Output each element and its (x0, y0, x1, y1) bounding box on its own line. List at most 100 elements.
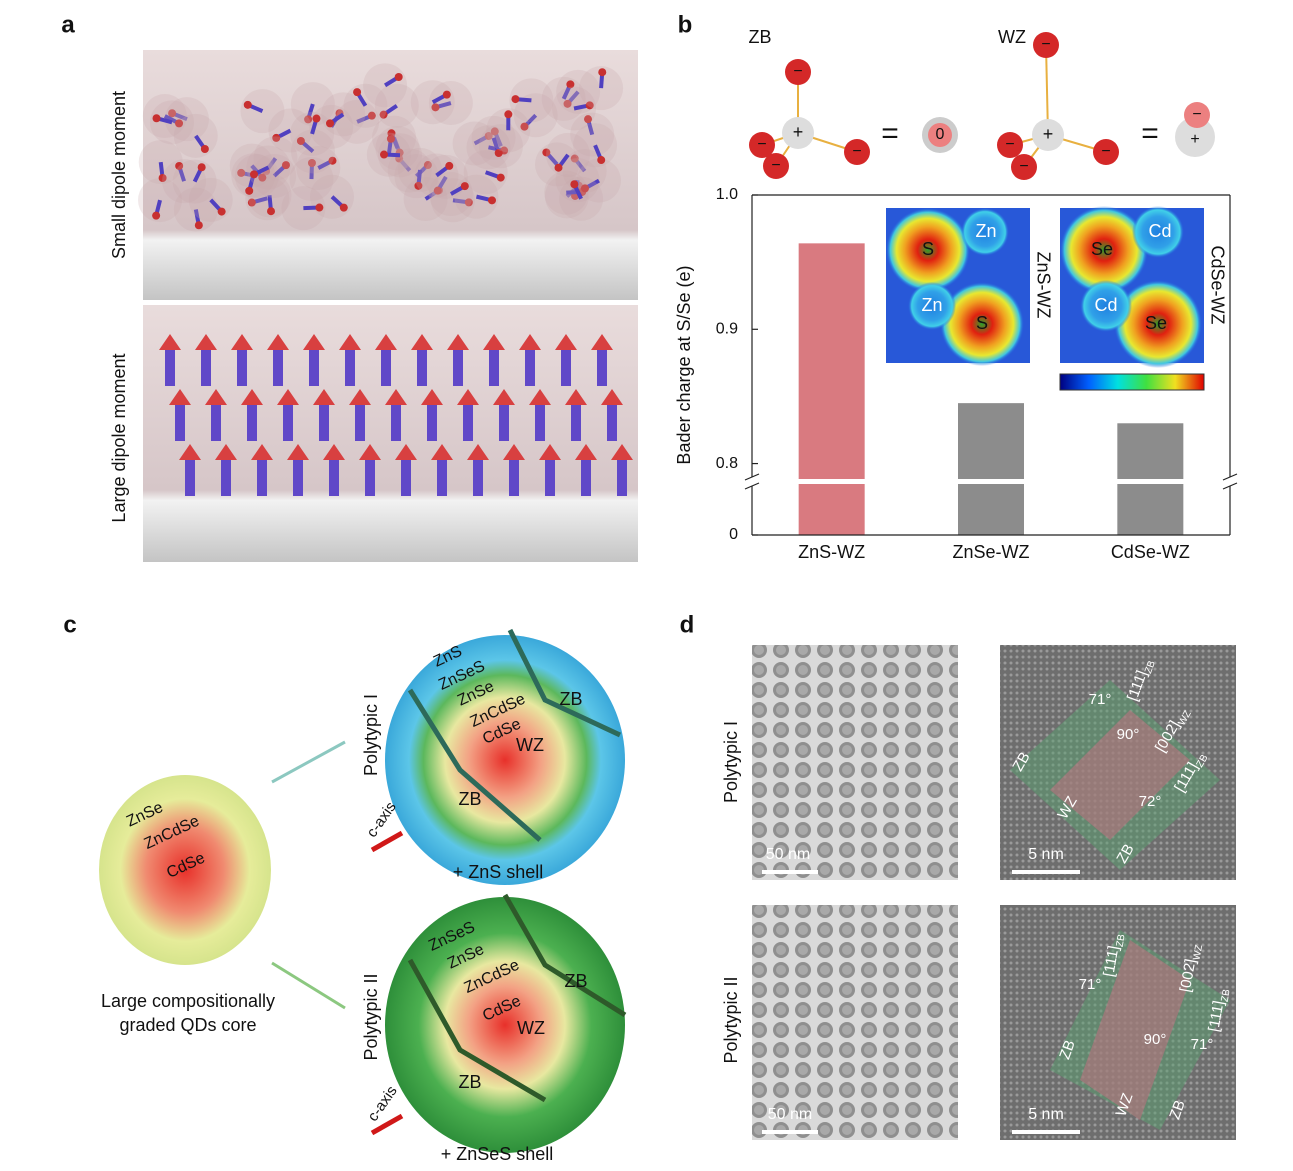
dipole-head (431, 103, 440, 112)
qd-title: Polytypic II (361, 973, 381, 1060)
dipole-head (484, 131, 493, 140)
dipole-bar (211, 405, 221, 441)
dipole-head (313, 389, 335, 405)
annotation: WZ (1113, 1091, 1137, 1119)
dipole-head (243, 100, 252, 109)
dipole-head (445, 161, 454, 170)
dipole-head (197, 163, 206, 172)
dipole-head (519, 334, 541, 350)
row-label: Polytypic II (721, 976, 741, 1063)
dipole-head (200, 144, 209, 153)
atom-label: S (976, 313, 988, 333)
dipole-bar (561, 350, 571, 386)
atom-label: S (922, 239, 934, 259)
dipole-bar (309, 350, 319, 386)
dipole-bar (175, 405, 185, 441)
dipole-head (414, 181, 423, 190)
dipole-head (215, 444, 237, 460)
core-label: WZ (517, 1018, 545, 1038)
annotation: 71° (1079, 976, 1102, 993)
y-tick-label: 0.8 (716, 455, 738, 472)
dipole-head (231, 334, 253, 350)
dipole-bar (617, 460, 627, 496)
dipole-bar (355, 405, 365, 441)
dipole-head (570, 180, 579, 189)
cation (782, 117, 814, 149)
dipole-bar (391, 405, 401, 441)
annotation: 90° (1144, 1031, 1167, 1048)
x-tick-label: ZnSe-WZ (952, 542, 1029, 562)
dipole-bar (237, 350, 247, 386)
dipole-bar (293, 460, 303, 496)
atom-label: Se (1091, 239, 1113, 259)
dipole-bar (489, 350, 499, 386)
anion (844, 139, 870, 165)
dipole-head (380, 150, 389, 159)
dipole-head (597, 156, 606, 165)
dipole-bar (247, 405, 257, 441)
anion (1011, 154, 1037, 180)
dipole-bar (437, 460, 447, 496)
dipole-bar (381, 350, 391, 386)
dipole-head (580, 184, 589, 193)
heat-spot (940, 282, 1024, 366)
y-axis-label: Bader charge at S/Se (e) (674, 265, 694, 464)
charge: − (771, 157, 780, 174)
core-label: WZ (516, 735, 544, 755)
annotation: 71° (1089, 691, 1112, 708)
dipole-head (249, 170, 258, 179)
c-axis-arrow (370, 1113, 404, 1136)
x-tick-label: ZnS-WZ (798, 542, 865, 562)
dipole-head (421, 389, 443, 405)
illustrations (99, 50, 1236, 1153)
dipole-head (539, 444, 561, 460)
row-label: Large dipole moment (109, 353, 129, 522)
dipole-head (339, 203, 348, 212)
dipole-head (503, 444, 525, 460)
facet-label: ZB (564, 971, 587, 991)
row-label: Small dipole moment (109, 91, 129, 259)
dipole-bar (221, 460, 231, 496)
cation (1032, 119, 1064, 151)
dipole-bar (499, 405, 509, 441)
dipole-head (423, 161, 432, 170)
annotation-sub: ZB (1143, 659, 1158, 675)
dipole-head (431, 444, 453, 460)
bar (958, 403, 1024, 535)
dipole-bar (545, 460, 555, 496)
colorbar (1059, 373, 1205, 391)
dipole-head (287, 444, 309, 460)
heat-spot (1132, 206, 1184, 258)
anion (997, 132, 1023, 158)
facet-label: ZB (458, 1072, 481, 1092)
dipole-bar (401, 460, 411, 496)
dipole-bar (607, 405, 617, 441)
dipole-bar (597, 350, 607, 386)
panel-a-image (143, 50, 638, 300)
dipole-head (296, 136, 305, 145)
dipole-head (195, 334, 217, 350)
dipole-head (585, 101, 594, 110)
charge: − (1019, 158, 1028, 175)
charge: 0 (936, 126, 945, 143)
charge: − (1101, 143, 1110, 160)
inset-title: ZnS-WZ (1033, 252, 1053, 319)
panel-label: b (678, 11, 693, 38)
facet-label: ZB (559, 689, 582, 709)
x-tick-label: CdSe-WZ (1111, 542, 1190, 562)
dipole-head (504, 110, 513, 119)
tem-image (752, 645, 958, 880)
dipole-head (554, 163, 563, 172)
dipole-bar (581, 460, 591, 496)
scale-label: 50 nm (768, 1106, 812, 1123)
dipole-head (570, 154, 579, 163)
dipole-head (326, 119, 335, 128)
axis-break (1222, 482, 1238, 490)
dipole-head (496, 173, 505, 182)
dipole-head (490, 127, 499, 136)
dipole-pos (1175, 117, 1215, 157)
dipole-head (303, 334, 325, 350)
dipole-head (411, 334, 433, 350)
dipole-head (217, 207, 226, 216)
